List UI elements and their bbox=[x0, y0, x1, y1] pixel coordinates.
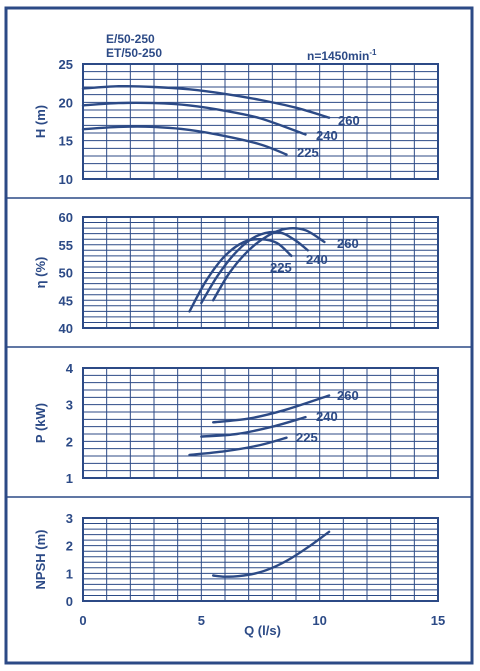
y-tick-label: 60 bbox=[59, 210, 73, 225]
curve-225 bbox=[188, 436, 288, 457]
x-axis-title: Q (l/s) bbox=[244, 623, 281, 638]
y-axis-title: H (m) bbox=[33, 105, 48, 138]
y-tick-label: 3 bbox=[66, 398, 73, 413]
model-line-1: E/50-250 bbox=[106, 32, 155, 46]
y-tick-label: 10 bbox=[59, 172, 73, 187]
series-label-260: 260 bbox=[337, 388, 359, 403]
y-tick-label: 2 bbox=[66, 434, 73, 449]
curve-240 bbox=[81, 101, 307, 136]
curve-260 bbox=[212, 226, 326, 302]
curve-225 bbox=[81, 125, 288, 156]
model-line-2: ET/50-250 bbox=[106, 46, 162, 60]
x-tick-label: 5 bbox=[198, 613, 205, 628]
panel-4: 0 1 2 3 NPSH (m) 0 5 10 15 Q (l/s) bbox=[6, 496, 472, 638]
x-tick-label: 15 bbox=[431, 613, 445, 628]
y-axis-title: NPSH (m) bbox=[33, 530, 48, 590]
y-tick-label: 3 bbox=[66, 511, 73, 526]
curve-225 bbox=[188, 237, 293, 313]
plot-area-border bbox=[82, 367, 439, 479]
series-label-240: 240 bbox=[316, 128, 338, 143]
panel-3: 1 2 3 4 P (kW) 260 240 225 bbox=[6, 346, 472, 486]
curve-npsh bbox=[212, 530, 331, 578]
series-label-240: 240 bbox=[316, 409, 338, 424]
panel-2: 40 45 50 55 60 η (%) 260 240 225 bbox=[6, 197, 472, 336]
speed-label-exponent: -1 bbox=[369, 48, 377, 57]
y-tick-label: 15 bbox=[59, 134, 73, 149]
y-tick-label: 1 bbox=[66, 471, 73, 486]
plot-area-border bbox=[82, 517, 439, 602]
x-tick-label: 0 bbox=[79, 613, 86, 628]
series-label-260: 260 bbox=[338, 113, 360, 128]
curve-240 bbox=[200, 415, 307, 438]
series-label-240: 240 bbox=[306, 252, 328, 267]
series-label-260: 260 bbox=[337, 236, 359, 251]
y-axis-title: P (kW) bbox=[33, 403, 48, 443]
y-tick-label: 0 bbox=[66, 594, 73, 609]
y-tick-label: 1 bbox=[66, 566, 73, 581]
y-tick-label: 50 bbox=[59, 266, 73, 281]
speed-label-prefix: n=1450min bbox=[307, 49, 369, 63]
curve-260 bbox=[212, 394, 331, 424]
y-tick-label: 40 bbox=[59, 321, 73, 336]
outer-frame bbox=[4, 6, 474, 665]
plot-area-border bbox=[82, 63, 439, 180]
y-tick-label: 20 bbox=[59, 95, 73, 110]
curve-260 bbox=[81, 84, 331, 119]
y-tick-label: 55 bbox=[59, 238, 73, 253]
y-tick-label: 2 bbox=[66, 539, 73, 554]
x-tick-label: 10 bbox=[312, 613, 326, 628]
y-tick-label: 25 bbox=[59, 57, 73, 72]
y-axis-title: η (%) bbox=[33, 257, 48, 289]
y-tick-label: 4 bbox=[66, 361, 74, 376]
series-label-225: 225 bbox=[297, 145, 319, 160]
curve-240 bbox=[200, 230, 309, 305]
plot-area-border bbox=[82, 216, 439, 329]
series-label-225: 225 bbox=[270, 260, 292, 275]
speed-label: n=1450min-1 bbox=[307, 48, 377, 63]
series-label-225: 225 bbox=[296, 430, 318, 445]
y-tick-label: 45 bbox=[59, 293, 73, 308]
